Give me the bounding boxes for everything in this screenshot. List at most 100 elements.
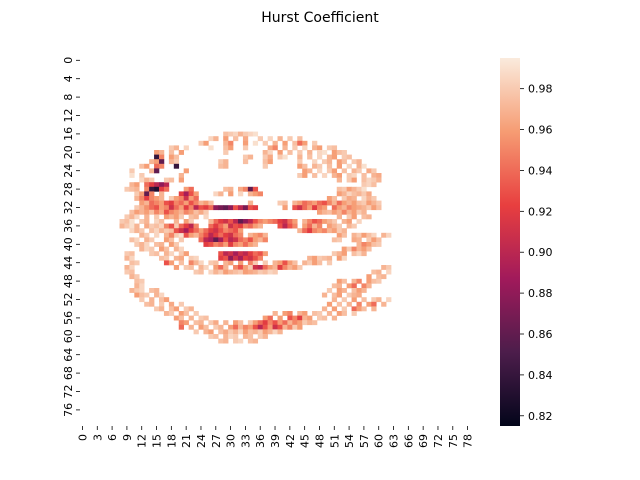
heatmap-cell [163, 186, 170, 192]
heatmap-cell [233, 324, 239, 330]
heatmap-cell [228, 145, 234, 151]
heatmap-cell [223, 163, 229, 169]
heatmap-cell [336, 205, 342, 211]
heatmap-cell [282, 205, 288, 211]
heatmap-cell [252, 237, 259, 243]
heatmap-cell [302, 140, 308, 146]
x-tick-label: 12 [136, 434, 149, 448]
heatmap-cell [346, 173, 352, 178]
heatmap-cell [341, 191, 347, 197]
heatmap-cell [238, 131, 244, 137]
x-tick-label: 45 [299, 434, 312, 448]
heatmap-cell [183, 265, 189, 270]
heatmap-cell [351, 209, 357, 215]
heatmap-cell [317, 315, 323, 321]
heatmap-cell [233, 205, 239, 211]
heatmap-cell [144, 205, 150, 211]
heatmap-cell [386, 265, 392, 270]
heatmap-cell [233, 223, 239, 229]
heatmap-cell [381, 301, 387, 307]
heatmap-cell [356, 251, 362, 257]
heatmap-cell [154, 306, 160, 312]
heatmap-cell [193, 269, 199, 275]
heatmap-cell [208, 242, 214, 247]
x-tick-label: 18 [165, 434, 178, 448]
heatmap-cell [218, 232, 224, 238]
heatmap-cell [371, 196, 377, 201]
heatmap-cell [312, 205, 318, 211]
colorbar-tick-label: 0.86 [528, 328, 553, 341]
heatmap-cell [282, 145, 288, 151]
heatmap-cell [218, 237, 224, 243]
y-tick-label: 52 [62, 293, 75, 307]
heatmap-cell [282, 219, 288, 224]
heatmap-cell [154, 186, 160, 192]
heatmap-cell [277, 136, 283, 142]
y-tick-label: 68 [62, 366, 75, 380]
heatmap-cell [178, 173, 184, 178]
heatmap-cell [223, 320, 229, 326]
heatmap-cell [346, 219, 352, 224]
heatmap-cell [124, 269, 130, 275]
heatmap-cell [188, 186, 194, 192]
heatmap-cell [376, 237, 382, 243]
heatmap-cell [198, 209, 204, 215]
x-tick-label: 30 [225, 434, 238, 448]
heatmap-cell [139, 297, 145, 303]
heatmap-cell [168, 145, 175, 151]
heatmap-cell [346, 292, 352, 298]
heatmap-cell [267, 329, 273, 335]
heatmap-cell [218, 324, 224, 330]
heatmap-cell [178, 255, 184, 261]
heatmap-cell [336, 251, 342, 257]
heatmap-cell [188, 209, 194, 215]
heatmap-cell [356, 278, 362, 284]
heatmap-cell [159, 205, 165, 211]
heatmap-cell [267, 154, 273, 160]
heatmap-cell [371, 301, 377, 307]
heatmap-cell [168, 177, 175, 183]
heatmap-cell [193, 223, 199, 229]
heatmap-cell [321, 159, 328, 165]
heatmap-cell [257, 329, 263, 335]
heatmap-cell [139, 288, 145, 293]
heatmap-cell [356, 237, 362, 243]
heatmap-cell [366, 168, 372, 174]
colorbar-tick-label: 0.92 [528, 205, 553, 218]
heatmap-cell [272, 269, 278, 275]
heatmap-cell [317, 209, 323, 215]
heatmap-cell [356, 186, 362, 192]
heatmap-cell [223, 265, 229, 270]
heatmap-cell [223, 186, 229, 192]
x-tick-label: 69 [417, 434, 430, 448]
heatmap-cell [307, 260, 313, 266]
heatmap-cell [366, 182, 372, 188]
heatmap-cell [233, 255, 239, 261]
heatmap-cell [346, 223, 352, 229]
heatmap-cell [326, 168, 333, 174]
heatmap-cell [242, 154, 249, 160]
heatmap-cell [272, 324, 278, 330]
heatmap-cell [233, 329, 239, 335]
heatmap-cell [159, 301, 165, 307]
heatmap-cell [144, 177, 150, 183]
heatmap-cell [277, 265, 283, 270]
heatmap-cell [331, 283, 338, 289]
heatmap-cell [272, 145, 278, 151]
heatmap-cell [361, 232, 367, 238]
heatmap-cell [203, 265, 209, 270]
y-tick-label: 64 [62, 348, 75, 362]
heatmap-cell [159, 306, 165, 312]
colorbar [500, 58, 520, 426]
heatmap-cell [297, 154, 303, 160]
heatmap-cell [351, 306, 357, 312]
heatmap-cell [336, 278, 342, 284]
heatmap-cell [247, 154, 254, 160]
heatmap-cell [287, 260, 293, 266]
heatmap-cell [139, 205, 145, 211]
x-tick-label: 48 [313, 434, 326, 448]
y-tick-label: 76 [62, 403, 75, 417]
heatmap-cell [242, 186, 249, 192]
heatmap-cell [287, 136, 293, 142]
heatmap-cell [193, 196, 199, 201]
